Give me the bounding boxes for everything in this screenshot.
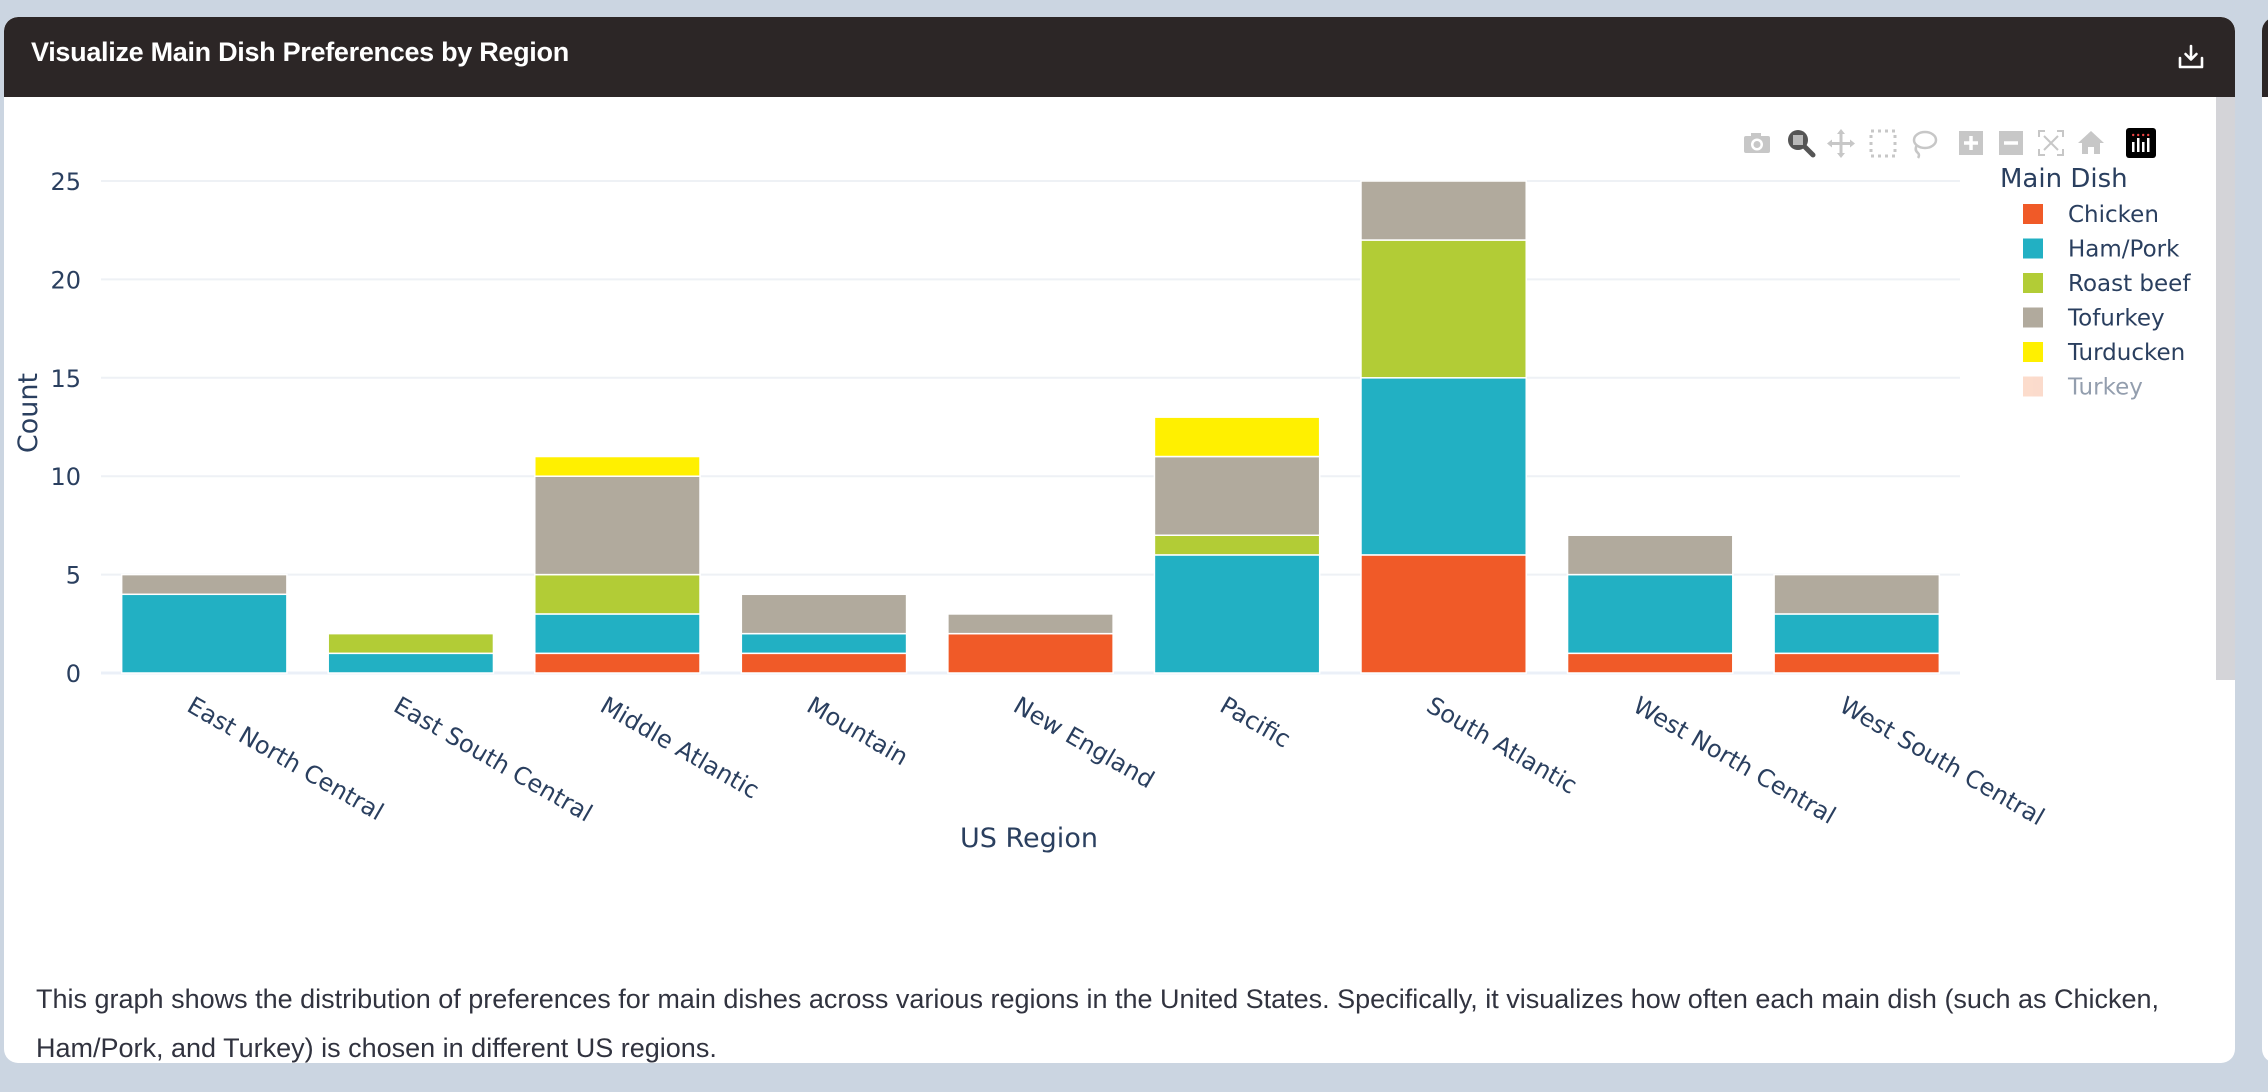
legend-swatch (2023, 342, 2043, 362)
bar-segment[interactable] (1566, 573, 1734, 655)
camera-icon (1744, 133, 1770, 153)
bar-segment[interactable] (1773, 652, 1941, 674)
bar-segment[interactable] (947, 632, 1114, 674)
legend-item[interactable]: Chicken (2023, 202, 2159, 228)
x-tick-label: Mountain (802, 691, 913, 771)
legend-item[interactable]: Turkey (2023, 375, 2143, 401)
pan-button[interactable] (1824, 124, 1858, 162)
y-tick-label: 25 (50, 168, 81, 196)
bar-segment[interactable] (1360, 377, 1527, 556)
bar-segment[interactable] (1153, 455, 1321, 536)
camera-button[interactable] (1740, 124, 1774, 162)
bar-segment[interactable] (1153, 554, 1321, 674)
adjacent-card (2262, 17, 2268, 1063)
legend-label: Turducken (2067, 340, 2185, 366)
bar-segment[interactable] (1153, 416, 1321, 458)
legend-item[interactable]: Tofurkey (2023, 306, 2165, 332)
bar-segment[interactable] (1566, 652, 1734, 674)
zoom-icon (1788, 130, 1816, 158)
plotly-logo-button[interactable] (2124, 124, 2158, 162)
legend: Main Dish Chicken Ham/Pork Roast beef Tofur… (2000, 164, 2191, 401)
bar-segment[interactable] (1360, 180, 1527, 241)
legend-label: Chicken (2068, 202, 2159, 228)
legend-swatch (2023, 307, 2043, 328)
legend-swatch (2023, 238, 2043, 259)
bar-segment[interactable] (534, 455, 701, 477)
legend-swatch (2023, 376, 2043, 397)
bar-segment[interactable] (740, 632, 908, 655)
zoom-out-icon (1999, 131, 2023, 155)
y-tick-labels: 0 5 10 15 20 25 (50, 168, 81, 688)
x-axis-title: US Region (960, 823, 1098, 854)
bar-segment[interactable] (120, 573, 288, 596)
lasso-select-icon (1912, 130, 1938, 159)
legend-label: Ham/Pork (2068, 237, 2180, 263)
legend-label: Roast beef (2068, 271, 2191, 297)
y-tick-label: 15 (50, 365, 81, 393)
legend-item[interactable]: Roast beef (2023, 271, 2191, 297)
bar-segment[interactable] (327, 652, 495, 674)
autoscale-button[interactable] (2034, 124, 2068, 162)
y-tick-label: 5 (66, 562, 81, 590)
box-select-button[interactable] (1866, 124, 1900, 162)
pan-icon (1827, 129, 1855, 158)
legend-item[interactable]: Ham/Pork (2023, 237, 2180, 263)
download-icon (2178, 44, 2204, 69)
bar-segment[interactable] (740, 652, 908, 674)
zoom-in-button[interactable] (1954, 124, 1988, 162)
x-tick-label: New England (1009, 691, 1159, 794)
reset-axes-button[interactable] (2074, 124, 2108, 162)
chart-card: Visualize Main Dish Preferences by Regio… (4, 17, 2235, 1063)
legend-swatch (2023, 273, 2043, 293)
x-tick-label: Pacific (1215, 691, 1295, 753)
bar-segment[interactable] (1566, 534, 1734, 576)
legend-item[interactable]: Turducken (2023, 340, 2185, 366)
lasso-select-button[interactable] (1906, 124, 1940, 162)
bar-segment[interactable] (534, 613, 701, 655)
x-tick-label: South Atlantic (1422, 691, 1582, 800)
bar-segment[interactable] (534, 652, 701, 674)
card-header: Visualize Main Dish Preferences by Regio… (4, 17, 2235, 97)
x-tick-label: West North Central (1628, 691, 1840, 830)
y-tick-label: 10 (50, 463, 81, 491)
x-tick-label: East South Central (389, 691, 597, 827)
reset-axes-icon (2078, 131, 2104, 154)
bar-segment[interactable] (534, 573, 701, 615)
bar-segment[interactable] (534, 475, 701, 576)
bar-segment[interactable] (740, 593, 908, 635)
card-title: Visualize Main Dish Preferences by Regio… (31, 37, 569, 67)
bar-segment[interactable] (1360, 239, 1527, 379)
box-select-icon (1869, 129, 1897, 158)
bar-segment[interactable] (120, 593, 288, 674)
bar-segment[interactable] (947, 613, 1114, 635)
bar-segment[interactable] (1773, 613, 1941, 655)
y-axis-title: Count (13, 373, 44, 453)
bars (120, 180, 1941, 674)
x-tick-label: East North Central (182, 691, 388, 826)
x-tick-labels: East North Central East South CentralMidd… (182, 691, 2049, 831)
bar-segment[interactable] (1153, 534, 1321, 556)
y-tick-label: 20 (50, 266, 81, 294)
x-tick-label: Middle Atlantic (596, 691, 764, 804)
chart-description: This graph shows the distribution of pre… (36, 984, 2160, 1063)
zoom-in-icon (1959, 131, 1983, 155)
stacked-bar-chart: 0 5 10 15 20 25 East North Central East South … (13, 164, 2191, 854)
y-tick-label: 0 (66, 660, 81, 688)
legend-title: Main Dish (2000, 164, 2128, 194)
zoom-button[interactable] (1784, 124, 1818, 162)
bar-segment[interactable] (1773, 573, 1941, 615)
vertical-scrollbar[interactable] (2216, 97, 2235, 680)
bar-segment[interactable] (327, 632, 495, 655)
autoscale-icon (2038, 130, 2064, 156)
legend-label: Tofurkey (2067, 306, 2165, 332)
legend-label: Turkey (2067, 375, 2143, 401)
zoom-out-button[interactable] (1994, 124, 2028, 162)
legend-swatch (2023, 204, 2043, 224)
x-tick-label: West South Central (1835, 691, 2049, 831)
plotly-logo-icon (2126, 128, 2156, 158)
download-button[interactable] (2173, 39, 2209, 75)
bar-segment[interactable] (1360, 554, 1527, 674)
